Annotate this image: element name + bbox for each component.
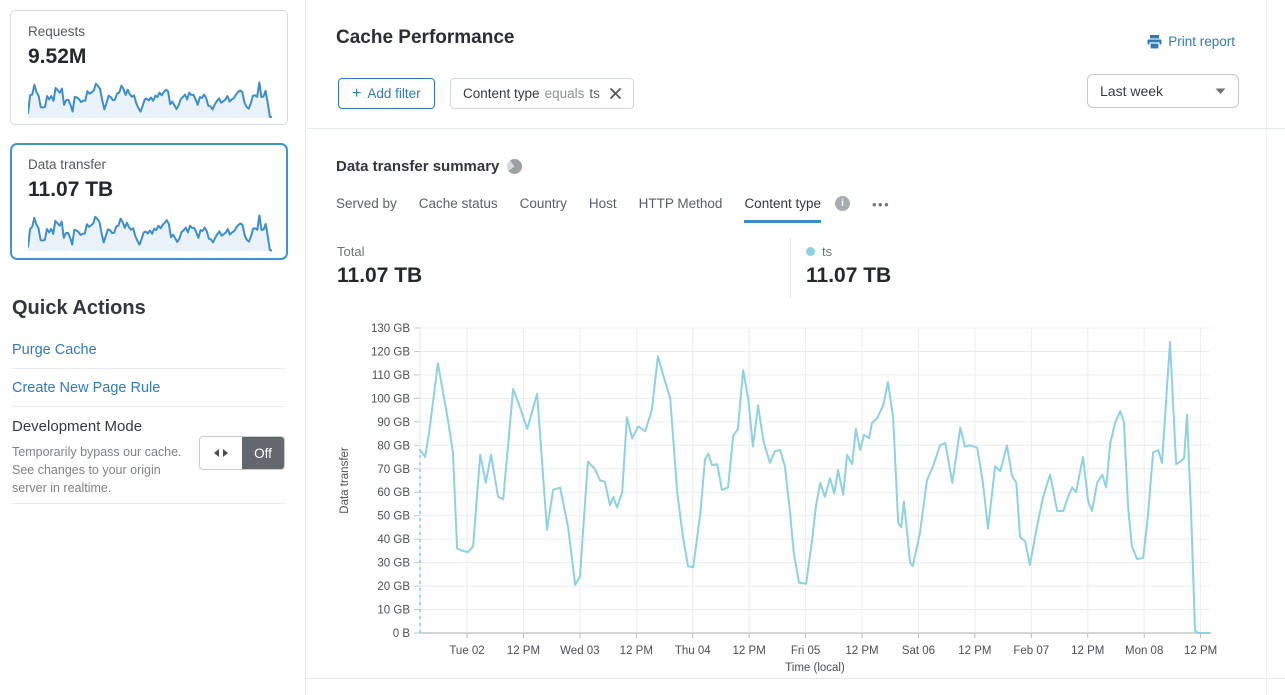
- svg-text:12 PM: 12 PM: [1184, 645, 1217, 657]
- divider: [12, 503, 285, 504]
- development-mode-title: Development Mode: [12, 418, 143, 435]
- divider: [12, 406, 285, 407]
- page-title: Cache Performance: [336, 27, 515, 48]
- svg-text:12 PM: 12 PM: [958, 645, 991, 657]
- svg-text:12 PM: 12 PM: [845, 645, 878, 657]
- svg-text:Mon 08: Mon 08: [1125, 645, 1163, 657]
- add-filter-button[interactable]: + Add filter: [338, 78, 435, 109]
- svg-text:50 GB: 50 GB: [377, 511, 410, 523]
- sidebar-divider: [305, 0, 306, 695]
- svg-text:20 GB: 20 GB: [377, 581, 410, 593]
- svg-text:Feb 07: Feb 07: [1013, 645, 1049, 657]
- time-range-value: Last week: [1100, 83, 1164, 99]
- printer-icon: [1147, 34, 1162, 49]
- summary-tabs: Served by Cache status Country Host HTTP Met…: [336, 196, 890, 223]
- svg-text:12 PM: 12 PM: [1071, 645, 1104, 657]
- svg-text:70 GB: 70 GB: [377, 464, 410, 476]
- data-transfer-metric-card[interactable]: Data transfer 11.07 TB: [10, 143, 288, 260]
- data-transfer-chart: 0 B 10 GB 20 GB 30 GB 40 GB 50 GB 60 GB 70 GB 80…: [339, 323, 1217, 674]
- data-transfer-card-label: Data transfer: [28, 157, 107, 172]
- add-filter-label: Add filter: [367, 86, 421, 101]
- series-value: 11.07 TB: [806, 264, 892, 287]
- tab-served-by[interactable]: Served by: [336, 196, 397, 211]
- content-type-filter-chip: Content type equals ts: [450, 78, 634, 109]
- svg-text:130 GB: 130 GB: [371, 323, 410, 335]
- svg-text:100 GB: 100 GB: [371, 393, 410, 405]
- summary-title-row: Data transfer summary: [336, 158, 523, 175]
- divider: [12, 368, 285, 369]
- total-label: Total: [337, 244, 365, 259]
- data-transfer-sparkline: [28, 214, 272, 252]
- svg-text:120 GB: 120 GB: [371, 346, 410, 358]
- plus-icon: +: [352, 84, 362, 102]
- svg-text:Time (local): Time (local): [785, 662, 845, 674]
- svg-text:Fri 05: Fri 05: [791, 645, 820, 657]
- development-mode-description: Temporarily bypass our cache. See change…: [12, 445, 182, 495]
- divider: [790, 238, 791, 298]
- series-label: ts: [822, 244, 833, 259]
- header-divider: [306, 128, 1285, 129]
- svg-text:Sat 06: Sat 06: [902, 645, 935, 657]
- requests-card-label: Requests: [28, 24, 86, 39]
- requests-sparkline: [28, 81, 272, 119]
- right-panel-divider: [1266, 0, 1267, 695]
- development-mode-toggle[interactable]: Off: [199, 436, 285, 470]
- svg-text:60 GB: 60 GB: [377, 487, 410, 499]
- summary-title: Data transfer summary: [336, 158, 500, 175]
- quick-actions-title: Quick Actions: [12, 297, 146, 319]
- create-page-rule-link[interactable]: Create New Page Rule: [12, 380, 161, 396]
- tab-http-method[interactable]: HTTP Method: [638, 196, 723, 211]
- svg-text:12 PM: 12 PM: [507, 645, 540, 657]
- more-options-icon[interactable]: •••: [872, 197, 891, 212]
- filter-value: ts: [589, 86, 600, 101]
- tab-cache-status[interactable]: Cache status: [418, 196, 498, 211]
- toggle-off-label: Off: [242, 437, 284, 469]
- svg-text:10 GB: 10 GB: [377, 605, 410, 617]
- svg-text:80 GB: 80 GB: [377, 440, 410, 452]
- time-range-select[interactable]: Last week: [1087, 74, 1239, 108]
- legend-item-ts: ts: [806, 244, 832, 259]
- requests-metric-card[interactable]: Requests 9.52M: [10, 10, 288, 125]
- svg-text:90 GB: 90 GB: [377, 417, 410, 429]
- filter-field: Content type: [463, 86, 540, 101]
- remove-filter-icon[interactable]: [609, 88, 621, 99]
- tab-content-type[interactable]: Content type: [744, 196, 821, 223]
- info-icon[interactable]: i: [835, 196, 850, 211]
- total-value: 11.07 TB: [337, 264, 423, 287]
- svg-text:Wed 03: Wed 03: [560, 645, 599, 657]
- svg-text:30 GB: 30 GB: [377, 558, 410, 570]
- svg-text:Tue 02: Tue 02: [449, 645, 484, 657]
- svg-text:12 PM: 12 PM: [733, 645, 766, 657]
- filter-operator: equals: [544, 86, 585, 101]
- requests-card-value: 9.52M: [28, 45, 87, 68]
- svg-text:110 GB: 110 GB: [372, 370, 410, 382]
- print-report-button[interactable]: Print report: [1147, 34, 1235, 49]
- tab-host[interactable]: Host: [588, 196, 617, 211]
- print-report-label: Print report: [1168, 34, 1235, 49]
- series-dot-icon: [806, 247, 815, 256]
- svg-text:Data transfer: Data transfer: [339, 447, 351, 514]
- data-transfer-card-value: 11.07 TB: [28, 178, 114, 201]
- tab-country[interactable]: Country: [519, 196, 567, 211]
- svg-text:0 B: 0 B: [393, 628, 411, 640]
- pie-chart-icon: [507, 159, 523, 174]
- toggle-arrows-icon: [200, 437, 242, 469]
- chart-bottom-divider: [306, 678, 1285, 679]
- purge-cache-link[interactable]: Purge Cache: [12, 342, 97, 358]
- chevron-down-icon: [1215, 88, 1226, 94]
- svg-text:Thu 04: Thu 04: [675, 645, 711, 657]
- svg-text:40 GB: 40 GB: [377, 534, 410, 546]
- svg-text:12 PM: 12 PM: [620, 645, 653, 657]
